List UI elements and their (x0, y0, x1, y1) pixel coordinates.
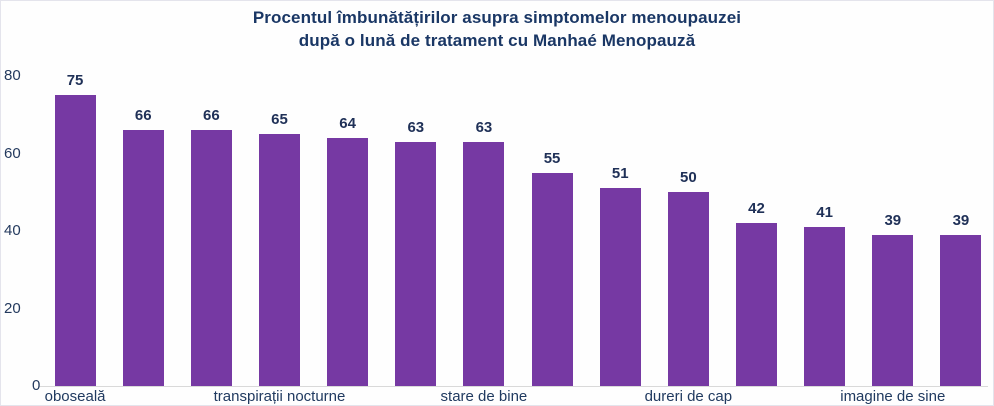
bar-value-label: 63 (407, 118, 425, 136)
bar (259, 134, 300, 386)
bar (190, 130, 232, 386)
x-tick-label: stare de bine (440, 388, 528, 405)
y-tick-label: 20 (4, 299, 21, 317)
bar (872, 234, 914, 386)
bar (122, 130, 164, 386)
bar (54, 95, 96, 386)
y-tick-label: 40 (4, 222, 21, 239)
chart-title-line-2: după o lună de tratament cu Manhaé Menop… (298, 31, 696, 50)
bar (599, 188, 641, 386)
bar-value-label: 41 (816, 204, 833, 222)
bar-value-label: 39 (884, 211, 902, 229)
bar (395, 141, 437, 386)
bar (736, 223, 777, 386)
y-tick-label: 80 (4, 67, 21, 84)
bar-value-label: 63 (475, 118, 493, 136)
bar-value-label: 65 (271, 111, 288, 129)
bar (940, 234, 982, 386)
bar-value-label: 50 (680, 169, 697, 187)
y-tick-label: 60 (4, 144, 21, 162)
x-tick-label: transpirații nocturne (213, 388, 346, 405)
x-axis-line (39, 386, 988, 387)
bar (327, 138, 369, 386)
bar (463, 141, 505, 386)
y-tick-label: 0 (32, 377, 41, 394)
bar-value-label: 42 (748, 200, 765, 218)
bar (531, 172, 573, 386)
bar-value-label: 39 (952, 211, 970, 229)
bar (804, 227, 846, 386)
bar-value-label: 51 (611, 165, 629, 183)
bar-value-label: 64 (339, 115, 356, 132)
bar-value-label: 75 (66, 72, 84, 90)
x-tick-label: oboseală (44, 388, 106, 405)
bar (667, 192, 709, 386)
bar-value-label: 66 (203, 107, 220, 125)
x-tick-label: dureri de cap (644, 388, 733, 405)
bar-value-label: 55 (543, 149, 561, 167)
chart-title: Procentul îmbunătățirilor asupra simptom… (1, 6, 993, 52)
bar-value-label: 66 (134, 107, 152, 125)
x-tick-label: imagine de sine (840, 388, 946, 405)
chart-title-line-1: Procentul îmbunătățirilor asupra simptom… (252, 8, 742, 27)
